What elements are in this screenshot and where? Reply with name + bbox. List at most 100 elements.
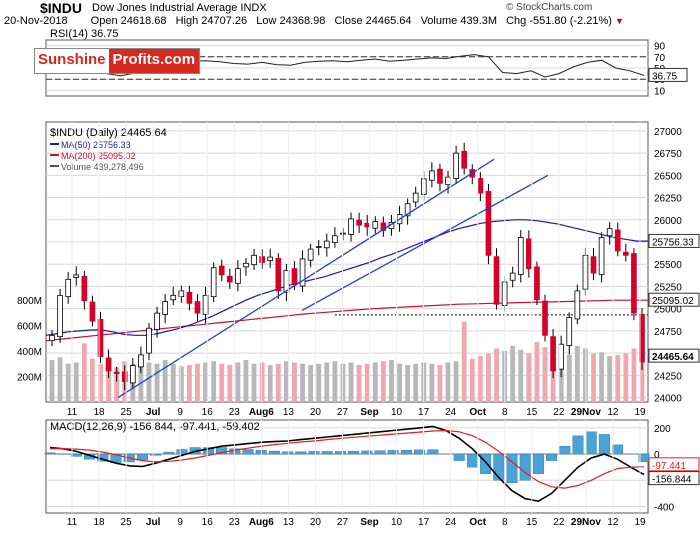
macd-x-tick-label: 11 [67,517,78,528]
volume-bar [429,364,434,402]
macd-x-tick-label: 22 [553,517,565,528]
change-label: Chg [506,15,526,27]
candle-body [219,266,224,275]
price-last-value-label: 25756.33 [652,237,694,248]
volume-bar [567,355,572,402]
volume-bar [300,364,305,402]
price-x-tick-label: Aug6 [249,407,274,418]
volume-bar [599,352,604,402]
candle-body [90,302,95,321]
volume-bar [470,359,475,402]
rsi-tick-label: 70 [654,53,666,64]
macd-x-tick-label: 25 [121,517,133,528]
volume-bar [462,322,467,402]
candle-body [357,220,362,225]
volume-bar [227,365,232,402]
price-x-tick-label: 16 [202,407,214,418]
candle-body [478,178,483,193]
candle-body [58,295,63,336]
macd-histogram-bar [71,454,82,456]
high-label: High [176,15,199,27]
price-tick-label: 25500 [654,260,682,271]
candle-body [454,153,459,178]
candle-body [567,318,572,346]
volume-bar [405,365,410,402]
candle-body [211,268,216,297]
candle-body [235,269,240,284]
price-x-tick-label: Sep [360,407,378,418]
quote-line: 20-Nov-2018 Open 24618.68 High 24707.26 … [4,15,624,27]
candle-body [543,301,548,335]
down-arrow-icon: ▼ [615,16,624,26]
rsi-tick-label: 90 [654,42,666,53]
volume-bar [244,360,249,402]
candle-body [438,169,443,183]
legend-entry: Volume 439,278,496 [61,162,144,172]
price-x-tick-label: 18 [93,407,105,418]
candle-body [591,257,596,273]
macd-x-tick-label: 17 [418,517,430,528]
candle-body [599,238,604,275]
volume-bar [381,361,386,402]
volume-bar [211,361,216,402]
open-label: Open [91,15,118,27]
index-fullname: Dow Jones Industrial Average [92,2,237,14]
candle-body [82,276,87,300]
logo-part-1: Sunshine [35,49,109,73]
candle-body [535,267,540,300]
macd-tick-label: 200 [654,424,671,435]
volume-bar [446,362,451,402]
macd-histogram-bar [494,454,505,480]
candle-body [446,177,451,185]
rsi-last-value-label: 36.75 [652,71,677,82]
macd-histogram-bar [348,451,359,454]
volume-bar [510,346,515,402]
candle-body [195,302,200,314]
candle-body [575,291,580,319]
macd-histogram-bar [533,454,544,474]
macd-x-tick-label: 19 [634,517,646,528]
volume-bar [623,354,628,402]
volume-tick-label: 800M [17,296,42,307]
volume-bar [50,360,55,402]
volume-bar [171,364,176,402]
volume-bar [413,364,418,402]
price-x-tick-label: 12 [607,407,619,418]
volume-bar [179,366,184,402]
candle-body [510,273,515,280]
candle-body [615,230,620,251]
volume-bar [147,362,152,402]
candle-body [260,257,265,263]
volume-bar [195,364,200,402]
macd-x-tick-label: Jul [146,517,161,528]
rsi-title: RSI(14) 36.75 [50,28,118,40]
macd-x-tick-label: 13 [283,517,295,528]
volume-bar [276,364,281,402]
candle-body [332,236,337,243]
macd-histogram-bar [546,454,557,461]
volume-bar [438,365,443,402]
volume-bar [389,360,394,402]
candle-body [631,254,636,314]
candle-body [292,269,297,285]
macd-x-tick-label: 23 [229,517,241,528]
price-tick-label: 26500 [654,171,682,182]
price-x-tick-label: 8 [502,407,508,418]
candle-body [308,249,313,260]
volume-bar [82,343,87,402]
volume-bar [260,362,265,402]
macd-x-tick-label: 27 [337,517,349,528]
candle-body [551,337,556,371]
candle-body [316,246,321,247]
legend-swatch [50,165,59,167]
price-tick-label: 26250 [654,194,682,205]
volume-bar [518,350,523,402]
candle-body [171,295,176,299]
price-tick-label: 25250 [654,282,682,293]
price-tick-label: 26750 [654,149,682,160]
candle-body [607,229,612,236]
volume-bar [615,355,620,402]
legend-swatch [50,154,59,156]
macd-x-tick-label: 16 [202,517,214,528]
